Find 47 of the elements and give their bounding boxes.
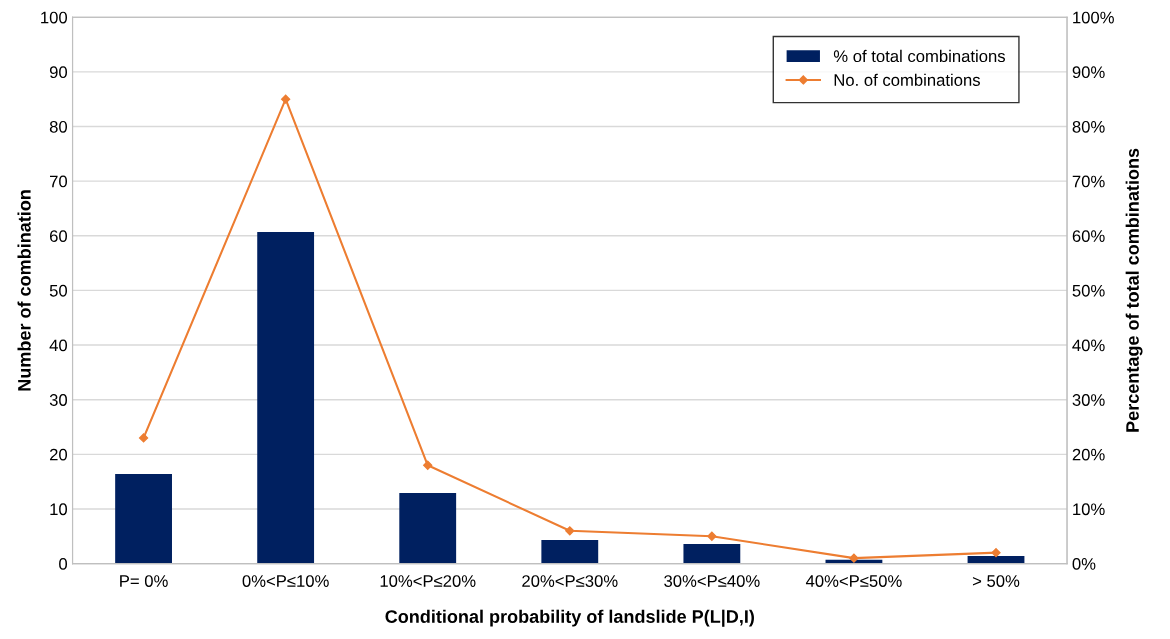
y2-axis-title: Percentage of total combinations [1125, 148, 1143, 432]
legend-label: % of total combinations [833, 49, 1005, 63]
y-tick-label: 0 [59, 558, 68, 570]
y-tick-label: 50 [49, 284, 68, 297]
y2-tick-label: 60% [1072, 230, 1105, 242]
bar [541, 540, 599, 564]
point [707, 531, 717, 541]
y2-tick-label: 90% [1072, 66, 1105, 79]
y2-tick-label: 40% [1072, 339, 1105, 352]
point [138, 433, 149, 443]
legend-label: No. of combinations [834, 73, 980, 86]
bar [967, 555, 1025, 564]
point [423, 460, 433, 470]
y-tick-label: 10 [50, 503, 68, 516]
point [281, 94, 291, 104]
x-tick-label: > 50% [972, 575, 1020, 587]
y-tick-label: 80 [49, 120, 68, 133]
y-tick-label: 90 [49, 66, 68, 79]
point [849, 553, 859, 563]
y-tick-label: 40 [49, 339, 68, 352]
y2-tick-label: 70% [1072, 175, 1105, 188]
x-tick-label: 0%<P≤10% [242, 575, 329, 587]
y2-tick-label: 10% [1073, 503, 1105, 516]
x-axis-title: Conditional probability of landslide P(L|D,I) [385, 609, 754, 627]
bar [115, 474, 172, 564]
y2-tick-label: 80% [1072, 120, 1105, 133]
y2-tick-label: 20% [1072, 448, 1105, 461]
y-tick-label: 70 [50, 175, 68, 188]
y-axis-title: Number of combination [17, 190, 31, 391]
x-tick-label: 10%<P≤20% [380, 575, 476, 587]
y2-tick-label: 100% [1073, 11, 1114, 24]
x-tick-label: 40%<P≤50% [805, 575, 902, 587]
y-tick-label: 60 [49, 230, 68, 242]
bar [399, 493, 457, 564]
y-tick-label: 100 [41, 11, 68, 24]
x-tick-label: P= 0% [120, 575, 168, 587]
point [565, 526, 575, 536]
y2-tick-label: 0% [1072, 558, 1096, 570]
y2-tick-label: 50% [1072, 284, 1105, 297]
x-tick-label: 20%<P≤30% [522, 575, 618, 587]
bar [257, 231, 315, 564]
bar [683, 543, 741, 564]
y2-tick-label: 30% [1072, 394, 1105, 406]
x-tick-label: 30%<P≤40% [664, 575, 760, 587]
point [991, 548, 1001, 558]
y-tick-label: 30 [49, 394, 68, 406]
y-tick-label: 20 [49, 448, 68, 461]
